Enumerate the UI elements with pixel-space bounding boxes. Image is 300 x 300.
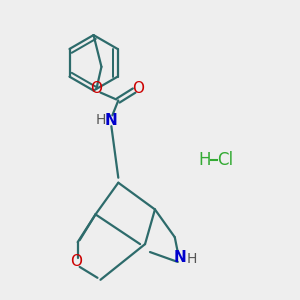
Text: N: N xyxy=(105,113,118,128)
Text: N: N xyxy=(173,250,186,265)
Text: O: O xyxy=(70,254,82,269)
Text: H: H xyxy=(186,252,197,266)
Text: H: H xyxy=(198,151,211,169)
Text: O: O xyxy=(132,81,144,96)
Text: Cl: Cl xyxy=(218,151,233,169)
Text: O: O xyxy=(91,81,103,96)
Text: H: H xyxy=(95,113,106,127)
